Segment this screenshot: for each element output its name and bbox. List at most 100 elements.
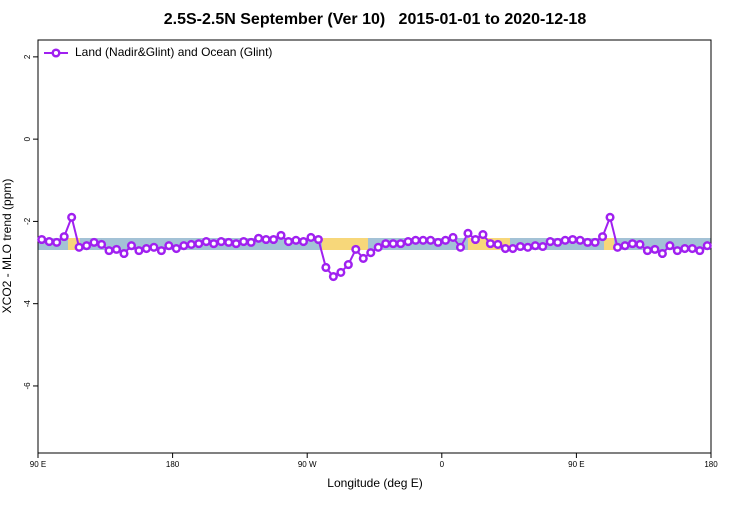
data-point <box>224 237 234 247</box>
data-point <box>254 233 264 243</box>
x-tick-label: 180 <box>166 460 180 469</box>
data-point <box>568 234 578 245</box>
data-point <box>186 239 196 249</box>
data-point <box>545 237 555 247</box>
x-axis-label: Longitude (deg E) <box>327 476 422 490</box>
data-point <box>702 241 712 251</box>
data-point <box>530 241 540 251</box>
data-point <box>403 237 413 247</box>
data-point <box>351 244 361 254</box>
data-point <box>291 235 301 245</box>
data-point <box>134 246 144 256</box>
data-point <box>381 239 391 249</box>
data-point <box>680 244 690 254</box>
data-point <box>366 248 376 258</box>
data-point <box>89 237 99 247</box>
x-tick-label: 0 <box>440 460 445 469</box>
x-tick-label: 90 E <box>568 460 584 469</box>
data-point <box>620 241 630 251</box>
y-axis-label: XCO2 - MLO trend (ppm) <box>0 179 14 314</box>
data-point <box>37 234 47 245</box>
data-point <box>82 241 92 251</box>
background-band <box>604 238 614 250</box>
data-point <box>493 239 503 249</box>
data-point <box>695 246 705 256</box>
data-point <box>164 241 174 251</box>
data-point <box>440 235 451 245</box>
x-tick-label: 90 W <box>298 460 317 469</box>
data-point <box>321 262 331 273</box>
legend-marker <box>51 48 61 58</box>
data-point <box>269 234 279 245</box>
data-point <box>336 267 346 277</box>
data-point <box>538 241 548 252</box>
data-point <box>194 239 204 249</box>
data-point <box>523 242 533 252</box>
data-point <box>448 232 458 243</box>
data-point <box>276 230 286 240</box>
y-tick-label: -4 <box>23 300 32 308</box>
data-point <box>455 242 466 252</box>
legend-label: Land (Nadir&Glint) and Ocean (Glint) <box>75 45 272 59</box>
data-point <box>283 237 294 247</box>
data-point <box>261 234 271 245</box>
data-point <box>515 241 525 252</box>
data-point <box>553 237 563 247</box>
data-point <box>358 253 368 263</box>
data-point <box>216 237 226 247</box>
data-point <box>470 234 481 245</box>
data-point <box>126 241 137 251</box>
data-point <box>485 239 495 249</box>
y-tick-label: -6 <box>23 382 32 390</box>
data-point <box>463 228 473 238</box>
data-point <box>328 271 338 282</box>
data-point <box>590 237 600 247</box>
data-point <box>119 248 129 259</box>
data-point <box>411 235 421 245</box>
data-point <box>508 244 518 254</box>
data-point <box>612 242 623 252</box>
data-point <box>635 239 645 249</box>
data-point <box>239 237 249 247</box>
y-tick-label: -2 <box>23 217 32 225</box>
data-point <box>665 241 675 251</box>
data-point <box>67 212 77 222</box>
data-point <box>104 246 114 256</box>
data-point <box>396 239 406 249</box>
data-point <box>97 239 107 249</box>
data-point <box>650 244 660 254</box>
data-point <box>201 237 211 247</box>
data-point <box>605 212 615 222</box>
data-point <box>426 235 436 245</box>
data-point <box>627 239 638 249</box>
data-point <box>74 242 84 252</box>
data-point <box>171 244 181 254</box>
data-point <box>246 237 256 247</box>
data-point <box>52 237 62 247</box>
data-point <box>313 234 323 245</box>
data-point <box>59 232 69 242</box>
data-point <box>478 230 488 240</box>
data-point <box>231 239 241 249</box>
data-point <box>343 260 353 270</box>
data-point <box>583 237 593 247</box>
x-tick-label: 180 <box>704 460 718 469</box>
data-point <box>642 246 652 256</box>
data-point <box>418 235 428 245</box>
data-point <box>209 239 219 249</box>
data-point <box>575 235 585 245</box>
y-tick-label: 0 <box>23 136 32 141</box>
data-point <box>111 244 122 254</box>
data-point <box>672 246 682 256</box>
data-point <box>373 242 383 252</box>
data-point <box>44 237 54 247</box>
data-point <box>306 232 316 243</box>
data-point <box>388 239 398 249</box>
data-point <box>156 246 166 256</box>
data-point <box>560 235 570 245</box>
data-point <box>298 237 309 247</box>
data-point <box>500 244 510 254</box>
data-point <box>598 232 608 242</box>
chart-title: 2.5S-2.5N September (Ver 10) 2015-01-01 … <box>164 11 587 28</box>
